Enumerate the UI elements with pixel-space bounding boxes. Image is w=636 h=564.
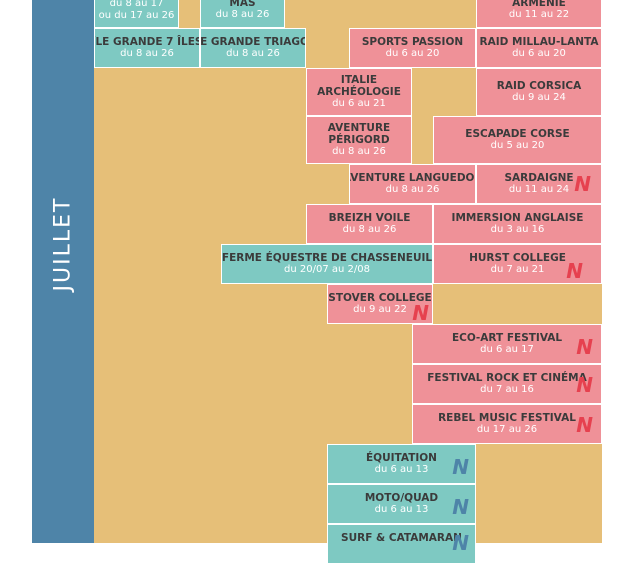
activity-title: ÉQUITATION [366, 452, 437, 464]
activity-title: AVENTURE [327, 122, 391, 134]
activity-card[interactable]: SARDAIGNE du 11 au 24 N [476, 164, 602, 204]
activity-card[interactable]: SURF & CATAMARAN N [327, 524, 476, 564]
activity-dates: du 8 au 26 [342, 224, 397, 235]
activity-dates: du 9 au 22 [353, 304, 407, 315]
activity-dates: du 8 au 26 [332, 146, 386, 157]
activity-dates: du 6 au 13 [374, 504, 429, 515]
activity-card[interactable]: FESTIVAL ROCK ET CINÉMA du 7 au 16 N [412, 364, 602, 404]
activity-title: RAID CORSICA [496, 80, 582, 92]
activity-card[interactable]: MOTO/QUAD du 6 au 13 N [327, 484, 476, 524]
activity-title: SARDAIGNE [504, 172, 574, 184]
activity-dates: du 20/07 au 2/08 [284, 264, 370, 275]
activity-dates: ou du 17 au 26 [98, 10, 175, 21]
activity-dates: du 6 au 20 [385, 48, 440, 59]
activity-title: BREIZH VOILE [328, 212, 411, 224]
activity-dates: du 5 au 20 [490, 140, 545, 151]
new-badge: N [576, 335, 593, 359]
new-badge: N [412, 301, 429, 324]
activity-title: FERME ÉQUESTRE DE CHASSENEUIL [221, 252, 433, 264]
activity-dates: du 9 au 24 [512, 92, 566, 103]
activity-dates: du 8 au 26 [120, 48, 174, 59]
activity-card[interactable]: REBEL MUSIC FESTIVAL du 17 au 26 N [412, 404, 602, 444]
activity-card[interactable]: SPORTS PASSION du 6 au 20 [349, 28, 476, 68]
activity-title: FESTIVAL ROCK ET CINÉMA [427, 372, 587, 384]
activity-title: ÎLE GRANDE 7 ÎLES [94, 36, 200, 48]
activity-title: SURF & CATAMARAN [341, 532, 462, 544]
activity-title: ECO-ART FESTIVAL [451, 332, 563, 344]
activity-dates: du 6 au 20 [512, 48, 566, 59]
activity-title: PÉRIGORD [328, 134, 390, 146]
activity-card[interactable]: ARMÉNIE du 11 au 22 [476, 0, 602, 28]
activity-card[interactable]: ÎLE GRANDE 7 ÎLES du 8 au 26 [94, 28, 200, 68]
activity-card[interactable]: STOVER COLLEGE du 9 au 22 N [327, 284, 433, 324]
new-badge: N [576, 413, 593, 437]
activity-dates: du 8 au 17 [109, 0, 164, 9]
activity-dates: du 11 au 22 [508, 9, 570, 20]
activity-card[interactable]: ESCAPADE CORSE du 5 au 20 [433, 116, 602, 164]
new-badge: N [452, 495, 469, 519]
activity-title: REBEL MUSIC FESTIVAL [438, 412, 576, 424]
activity-dates: du 3 au 16 [490, 224, 545, 235]
activity-dates: du 11 au 24 [508, 184, 570, 195]
activity-dates: du 6 au 13 [374, 464, 429, 475]
activity-card[interactable]: AVENTURE PÉRIGORD du 8 au 26 [306, 116, 412, 164]
activity-title: ESCAPADE CORSE [465, 128, 570, 140]
activity-dates: du 7 au 16 [480, 384, 534, 395]
activity-title: IMMERSION ANGLAISE [451, 212, 584, 224]
activity-title: MAS [229, 0, 256, 9]
activity-card[interactable]: ÎLE GRANDE TRIAGOZ du 8 au 26 [200, 28, 306, 68]
activity-card[interactable]: RAID MILLAU-LANTA du 6 au 20 [476, 28, 602, 68]
new-badge: N [452, 531, 469, 555]
activity-dates: du 8 au 26 [215, 9, 270, 20]
new-badge: N [576, 373, 593, 397]
activity-card[interactable]: BREIZH VOILE du 8 au 26 [306, 204, 433, 244]
activity-dates: du 6 au 21 [332, 98, 386, 109]
activity-title: ITALIE [340, 74, 378, 86]
activity-dates: du 8 au 26 [226, 48, 280, 59]
activity-title: ARCHÉOLOGIE [317, 86, 401, 98]
activity-title: HURST COLLEGE [469, 252, 566, 264]
activity-card[interactable]: ITALIE ARCHÉOLOGIE du 6 au 21 [306, 68, 412, 116]
month-label: JUILLET [50, 196, 76, 292]
activity-dates: du 8 au 26 [385, 184, 440, 195]
new-badge: N [452, 455, 469, 479]
activity-card[interactable]: RAID CORSICA du 9 au 24 [476, 68, 602, 116]
activity-title: ÎLE GRANDE TRIAGOZ [200, 36, 305, 48]
new-badge: N [574, 172, 591, 196]
activity-title: STOVER COLLEGE [328, 292, 432, 304]
activity-title: AVENTURE LANGUEDOC [349, 172, 476, 184]
activity-card[interactable]: ECO-ART FESTIVAL du 6 au 17 N [412, 324, 602, 364]
activity-card[interactable]: MAS du 8 au 26 [200, 0, 285, 28]
new-badge: N [566, 259, 583, 283]
activity-card[interactable]: IMMERSION ANGLAISE du 3 au 16 [433, 204, 602, 244]
activity-card[interactable]: AVENTURE LANGUEDOC du 8 au 26 [349, 164, 476, 204]
activity-dates: du 7 au 21 [490, 264, 545, 275]
activity-title: MOTO/QUAD [364, 492, 439, 504]
activity-title: SPORTS PASSION [361, 36, 464, 48]
activity-title: ARMÉNIE [512, 0, 566, 9]
activity-card[interactable]: ÉQUITATION du 6 au 13 N [327, 444, 476, 484]
month-bar [32, 0, 94, 543]
activity-title: RAID MILLAU-LANTA [479, 36, 599, 48]
activity-dates: du 6 au 17 [480, 344, 534, 355]
activity-card[interactable]: FERME ÉQUESTRE DE CHASSENEUIL du 20/07 a… [221, 244, 433, 284]
activity-card[interactable]: du 8 au 17 ou du 17 au 26 [94, 0, 179, 28]
activity-card[interactable]: HURST COLLEGE du 7 au 21 N [433, 244, 602, 284]
activity-dates: du 17 au 26 [476, 424, 538, 435]
